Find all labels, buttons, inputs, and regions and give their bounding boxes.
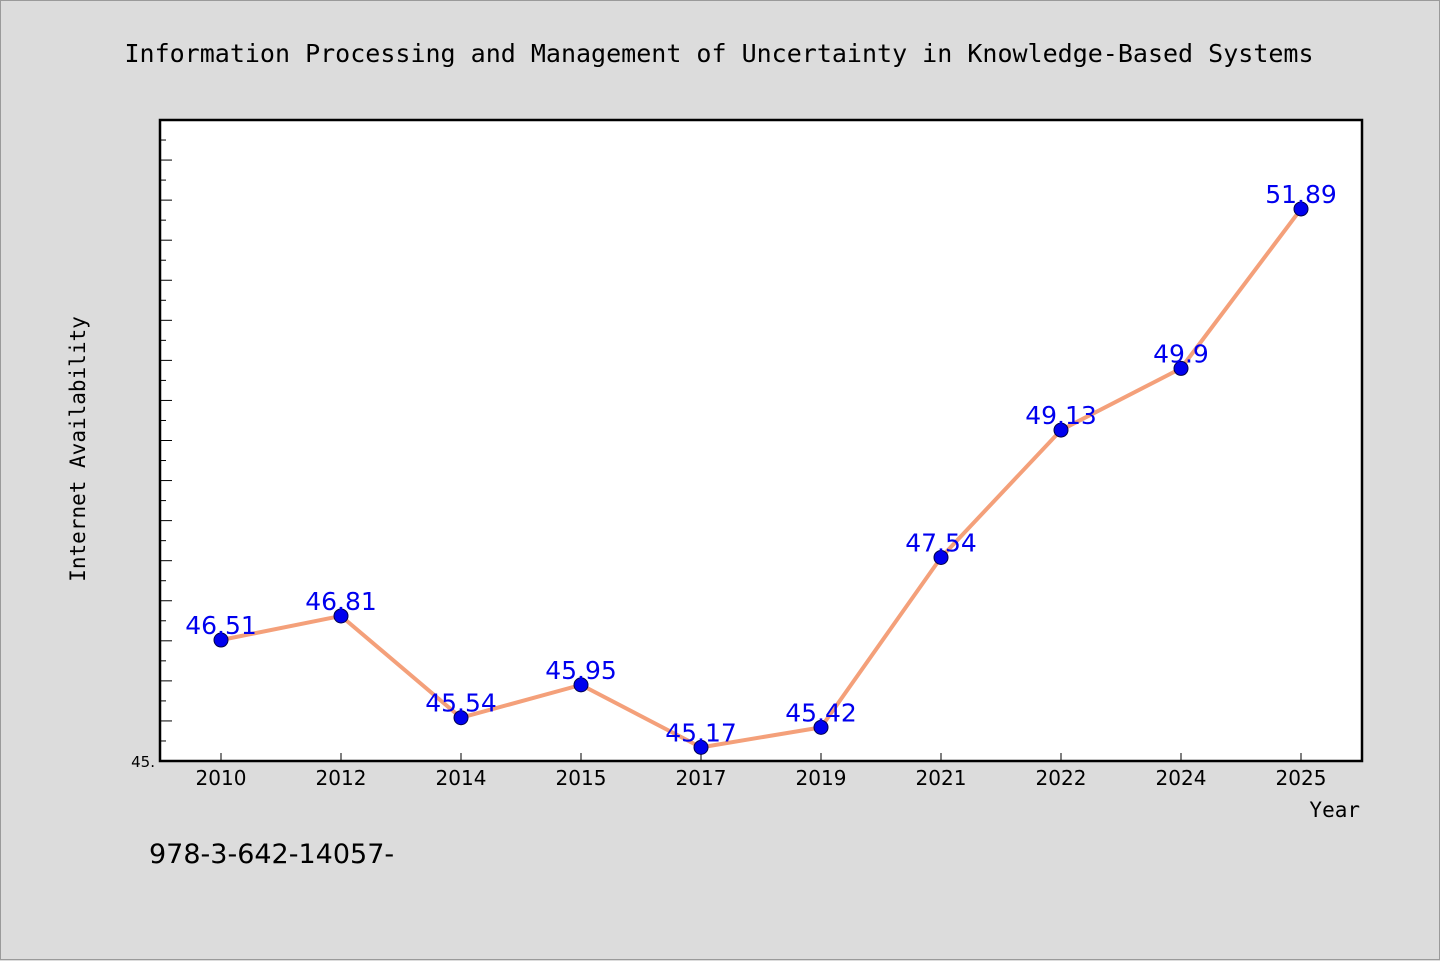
data-point <box>813 719 829 735</box>
x-tick-label: 2015 <box>556 766 607 790</box>
x-tick-label: 2024 <box>1156 766 1207 790</box>
data-point <box>333 608 349 624</box>
data-point <box>213 632 229 648</box>
y-axis-label: Internet Availability <box>66 316 90 582</box>
x-axis-label: Year <box>1309 798 1360 822</box>
data-label: 47.54 <box>905 528 977 557</box>
data-point <box>933 549 949 565</box>
data-label: 45.95 <box>545 656 617 685</box>
data-label: 49.9 <box>1153 339 1209 368</box>
data-point <box>573 677 589 693</box>
x-tick-label: 2021 <box>916 766 967 790</box>
data-label: 46.51 <box>185 611 257 640</box>
data-point <box>1053 422 1069 438</box>
data-point <box>693 739 709 755</box>
data-point <box>453 710 469 726</box>
x-tick-label: 2017 <box>676 766 727 790</box>
data-label: 51.89 <box>1265 180 1337 209</box>
x-tick-label: 2019 <box>796 766 847 790</box>
data-point <box>1293 201 1309 217</box>
data-label: 45.42 <box>785 698 857 727</box>
x-axis: 2010 2012 2014 2015 2017 2019 2021 2022 2024 2025 <box>196 753 1327 790</box>
y-axis-ticks <box>160 119 172 762</box>
data-point <box>1173 360 1189 376</box>
plot-area <box>158 118 1364 763</box>
x-tick-label: 2012 <box>316 766 367 790</box>
data-labels: 46.51 46.81 45.54 45.95 45.17 45.42 47.54 49.13… <box>185 180 1337 747</box>
x-tick-label: 2022 <box>1036 766 1087 790</box>
x-tick-label: 2010 <box>196 766 247 790</box>
data-label: 46.81 <box>305 587 377 616</box>
data-label: 45.54 <box>425 689 497 718</box>
data-label: 45.17 <box>665 718 737 747</box>
data-label: 49.13 <box>1025 401 1097 430</box>
chart-title: Information Processing and Management of… <box>124 39 1313 68</box>
data-markers <box>213 201 1309 755</box>
isbn-annotation: 978-3-642-14057- <box>149 839 394 870</box>
x-tick-label: 2014 <box>436 766 487 790</box>
x-tick-label: 2025 <box>1276 766 1327 790</box>
series-line <box>219 206 1303 750</box>
y-tick-label: 45. <box>131 753 155 771</box>
